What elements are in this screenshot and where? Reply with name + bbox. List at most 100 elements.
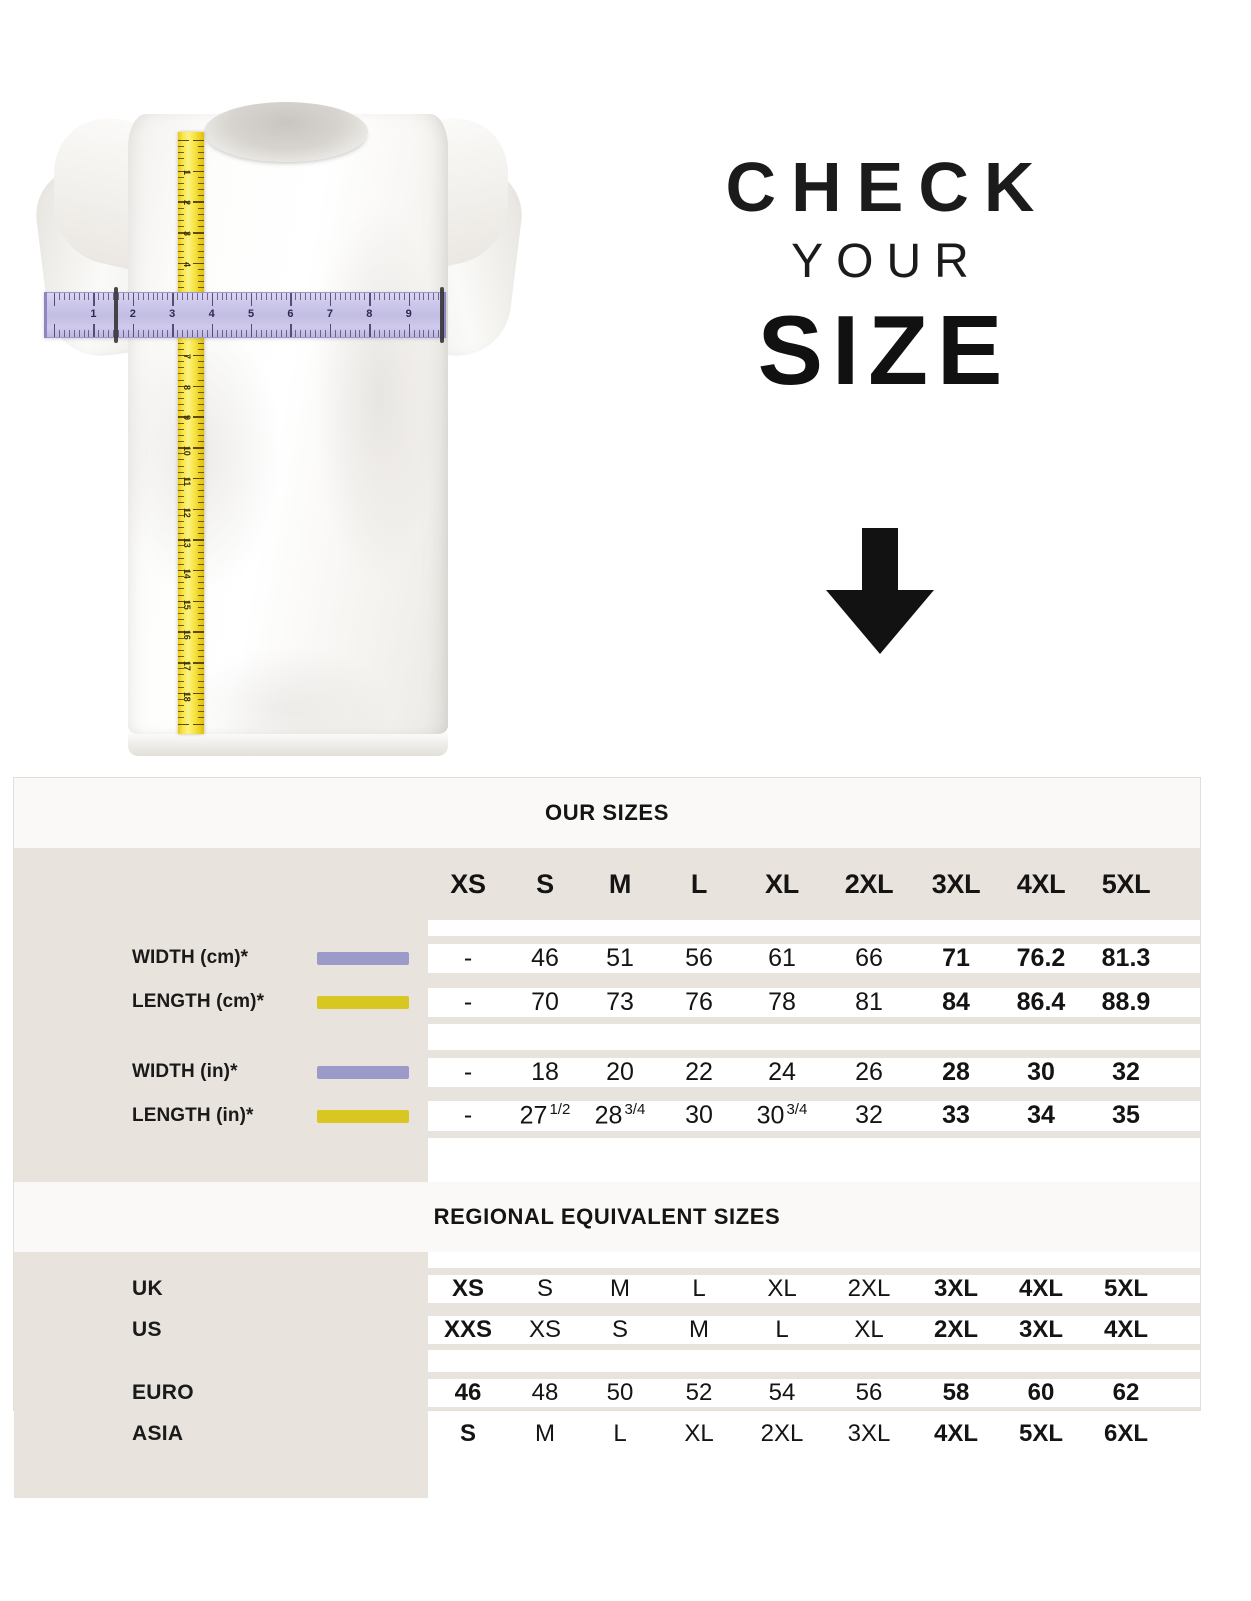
tape-number: 12: [182, 507, 192, 517]
table-cell: 32: [1112, 1057, 1140, 1086]
our-sizes-bottom-spacer: [14, 1138, 1200, 1182]
measurement-label-cell: LENGTH (cm)*: [14, 980, 428, 1024]
table-cell: 84: [942, 987, 970, 1016]
table-cell: 78: [768, 987, 796, 1016]
measurement-values: - 18 20 22 24 26 28 30 32: [428, 1057, 1200, 1087]
table-cell: XL: [767, 1274, 797, 1302]
table-cell: 26: [855, 1057, 883, 1086]
measurement-label: WIDTH (cm)*: [132, 947, 249, 968]
table-cell: 61: [768, 943, 796, 972]
measurement-rows: WIDTH (cm)* - 46 51 56 61 66 71 76.2 81.3 LENGTH (…: [14, 936, 1200, 1138]
table-cell: XL: [684, 1419, 714, 1447]
table-cell: M: [689, 1315, 709, 1343]
table-row: ASIA S M L XL 2XL 3XL 4XL 5XL 6XL: [14, 1413, 1200, 1454]
measurement-label: WIDTH (in)*: [132, 1061, 238, 1082]
measurement-values: - 70 73 76 78 81 84 86.4 88.9: [428, 987, 1200, 1017]
table-cell: 66: [855, 943, 883, 972]
table-cell: 56: [685, 943, 713, 972]
table-cell: 60: [1027, 1378, 1055, 1406]
tape-number: 8: [182, 384, 192, 390]
regional-spacer-values: [428, 1252, 1200, 1268]
size-table: OUR SIZES XS S M L XL 2XL 3XL 4XL 5XL WIDTH (cm)…: [14, 778, 1200, 1498]
table-row: WIDTH (in)* - 18 20 22 24 26 28 30 32: [14, 1050, 1200, 1094]
table-cell: S: [611, 1315, 628, 1343]
table-cell: XS: [451, 1274, 484, 1302]
regional-rows: UK XS S M L XL 2XL 3XL 4XL 5XL US XXS XS S M L XL 2XL 3XL 4…: [14, 1268, 1200, 1454]
spacer-row: [14, 920, 1200, 936]
table-cell: 6XL: [1103, 1419, 1148, 1447]
table-cell: 56: [855, 1378, 883, 1406]
table-cell: 88.9: [1101, 987, 1151, 1016]
table-cell: 5XL: [1103, 1274, 1148, 1302]
table-cell: 54: [768, 1378, 796, 1406]
table-cell: -: [463, 1057, 473, 1086]
table-row: LENGTH (cm)* - 70 73 76 78 81 84 86.4 88.9: [14, 980, 1200, 1024]
region-values: S M L XL 2XL 3XL 4XL 5XL 6XL: [428, 1419, 1200, 1448]
unit-gap-row: [14, 1024, 1200, 1050]
table-cell: 35: [1112, 1101, 1140, 1130]
region-label: EURO: [132, 1380, 194, 1404]
horizontal-ruler-icon: 1 2 3 4 5 6 7 8 9: [44, 292, 446, 338]
table-cell: 51: [606, 943, 634, 972]
size-column-xl: XL: [765, 868, 799, 899]
regional-tail-values: [428, 1454, 1200, 1498]
table-cell: 28: [942, 1057, 970, 1086]
regional-sizes-title: REGIONAL EQUIVALENT SIZES: [433, 1204, 781, 1229]
regional-tail-label: [14, 1454, 428, 1498]
tape-number: 7: [182, 354, 192, 359]
measurement-values: - 46 51 56 61 66 71 76.2 81.3: [428, 943, 1200, 973]
size-column-l: L: [690, 868, 708, 899]
table-row: UK XS S M L XL 2XL 3XL 4XL 5XL: [14, 1268, 1200, 1309]
table-cell: L: [613, 1419, 627, 1447]
table-cell: M: [535, 1419, 555, 1447]
tape-number: 4: [182, 261, 192, 267]
tape-number: 17: [182, 661, 192, 671]
tail-label: [14, 1138, 428, 1182]
ruler-number: 2: [129, 308, 136, 320]
table-cell: 70: [531, 987, 559, 1016]
measurement-label-cell: WIDTH (in)*: [14, 1050, 428, 1094]
size-column-s: S: [536, 868, 554, 899]
tape-number: 16: [182, 630, 192, 640]
table-cell: XS: [528, 1315, 561, 1343]
fraction: 3/4: [624, 1101, 646, 1119]
ruler-number: 1: [90, 308, 97, 320]
tape-number: 15: [182, 599, 192, 610]
table-cell: 18: [531, 1057, 559, 1086]
region-values: 46 48 50 52 54 56 58 60 62: [428, 1378, 1200, 1407]
table-cell: M: [610, 1274, 630, 1302]
tape-number: 3: [182, 231, 192, 236]
size-column-labels: XS S M L XL 2XL 3XL 4XL 5XL: [428, 868, 1200, 900]
ruler-clip-right: [440, 287, 444, 343]
table-cell: 32: [855, 1101, 883, 1130]
our-sizes-title: OUR SIZES: [545, 800, 669, 825]
tape-number: 2: [182, 200, 192, 206]
table-cell: 71: [942, 943, 970, 972]
table-cell: 3XL: [847, 1419, 891, 1447]
size-column-xs: XS: [450, 868, 486, 899]
tshirt-body: [128, 114, 448, 734]
table-cell: 76.2: [1016, 943, 1066, 972]
table-cell: 73: [606, 987, 634, 1016]
table-cell: 76: [685, 987, 713, 1016]
table-cell: 46: [454, 1378, 482, 1406]
ruler-number: 5: [247, 308, 255, 320]
tape-number: 18: [182, 691, 192, 702]
table-cell: XXS: [443, 1315, 493, 1343]
size-column-4xl: 4XL: [1016, 868, 1066, 899]
table-cell: 62: [1112, 1378, 1140, 1406]
tape-number: 10: [182, 446, 192, 456]
tape-number: 11: [182, 476, 192, 486]
ruler-number: 8: [366, 308, 373, 320]
regional-bottom-spacer: [14, 1454, 1200, 1498]
region-label: US: [132, 1317, 162, 1341]
ruler-number: 6: [287, 308, 294, 320]
regional-sizes-header: REGIONAL EQUIVALENT SIZES: [14, 1182, 1200, 1252]
arrow-down-icon: [826, 528, 934, 654]
regional-gap-values: [428, 1350, 1200, 1372]
regional-spacer-row: [14, 1252, 1200, 1268]
table-cell: L: [692, 1274, 706, 1302]
measurement-label-cell: LENGTH (in)*: [14, 1094, 428, 1138]
table-cell: 46: [531, 943, 559, 972]
table-cell: 28 3/4: [594, 1101, 646, 1130]
